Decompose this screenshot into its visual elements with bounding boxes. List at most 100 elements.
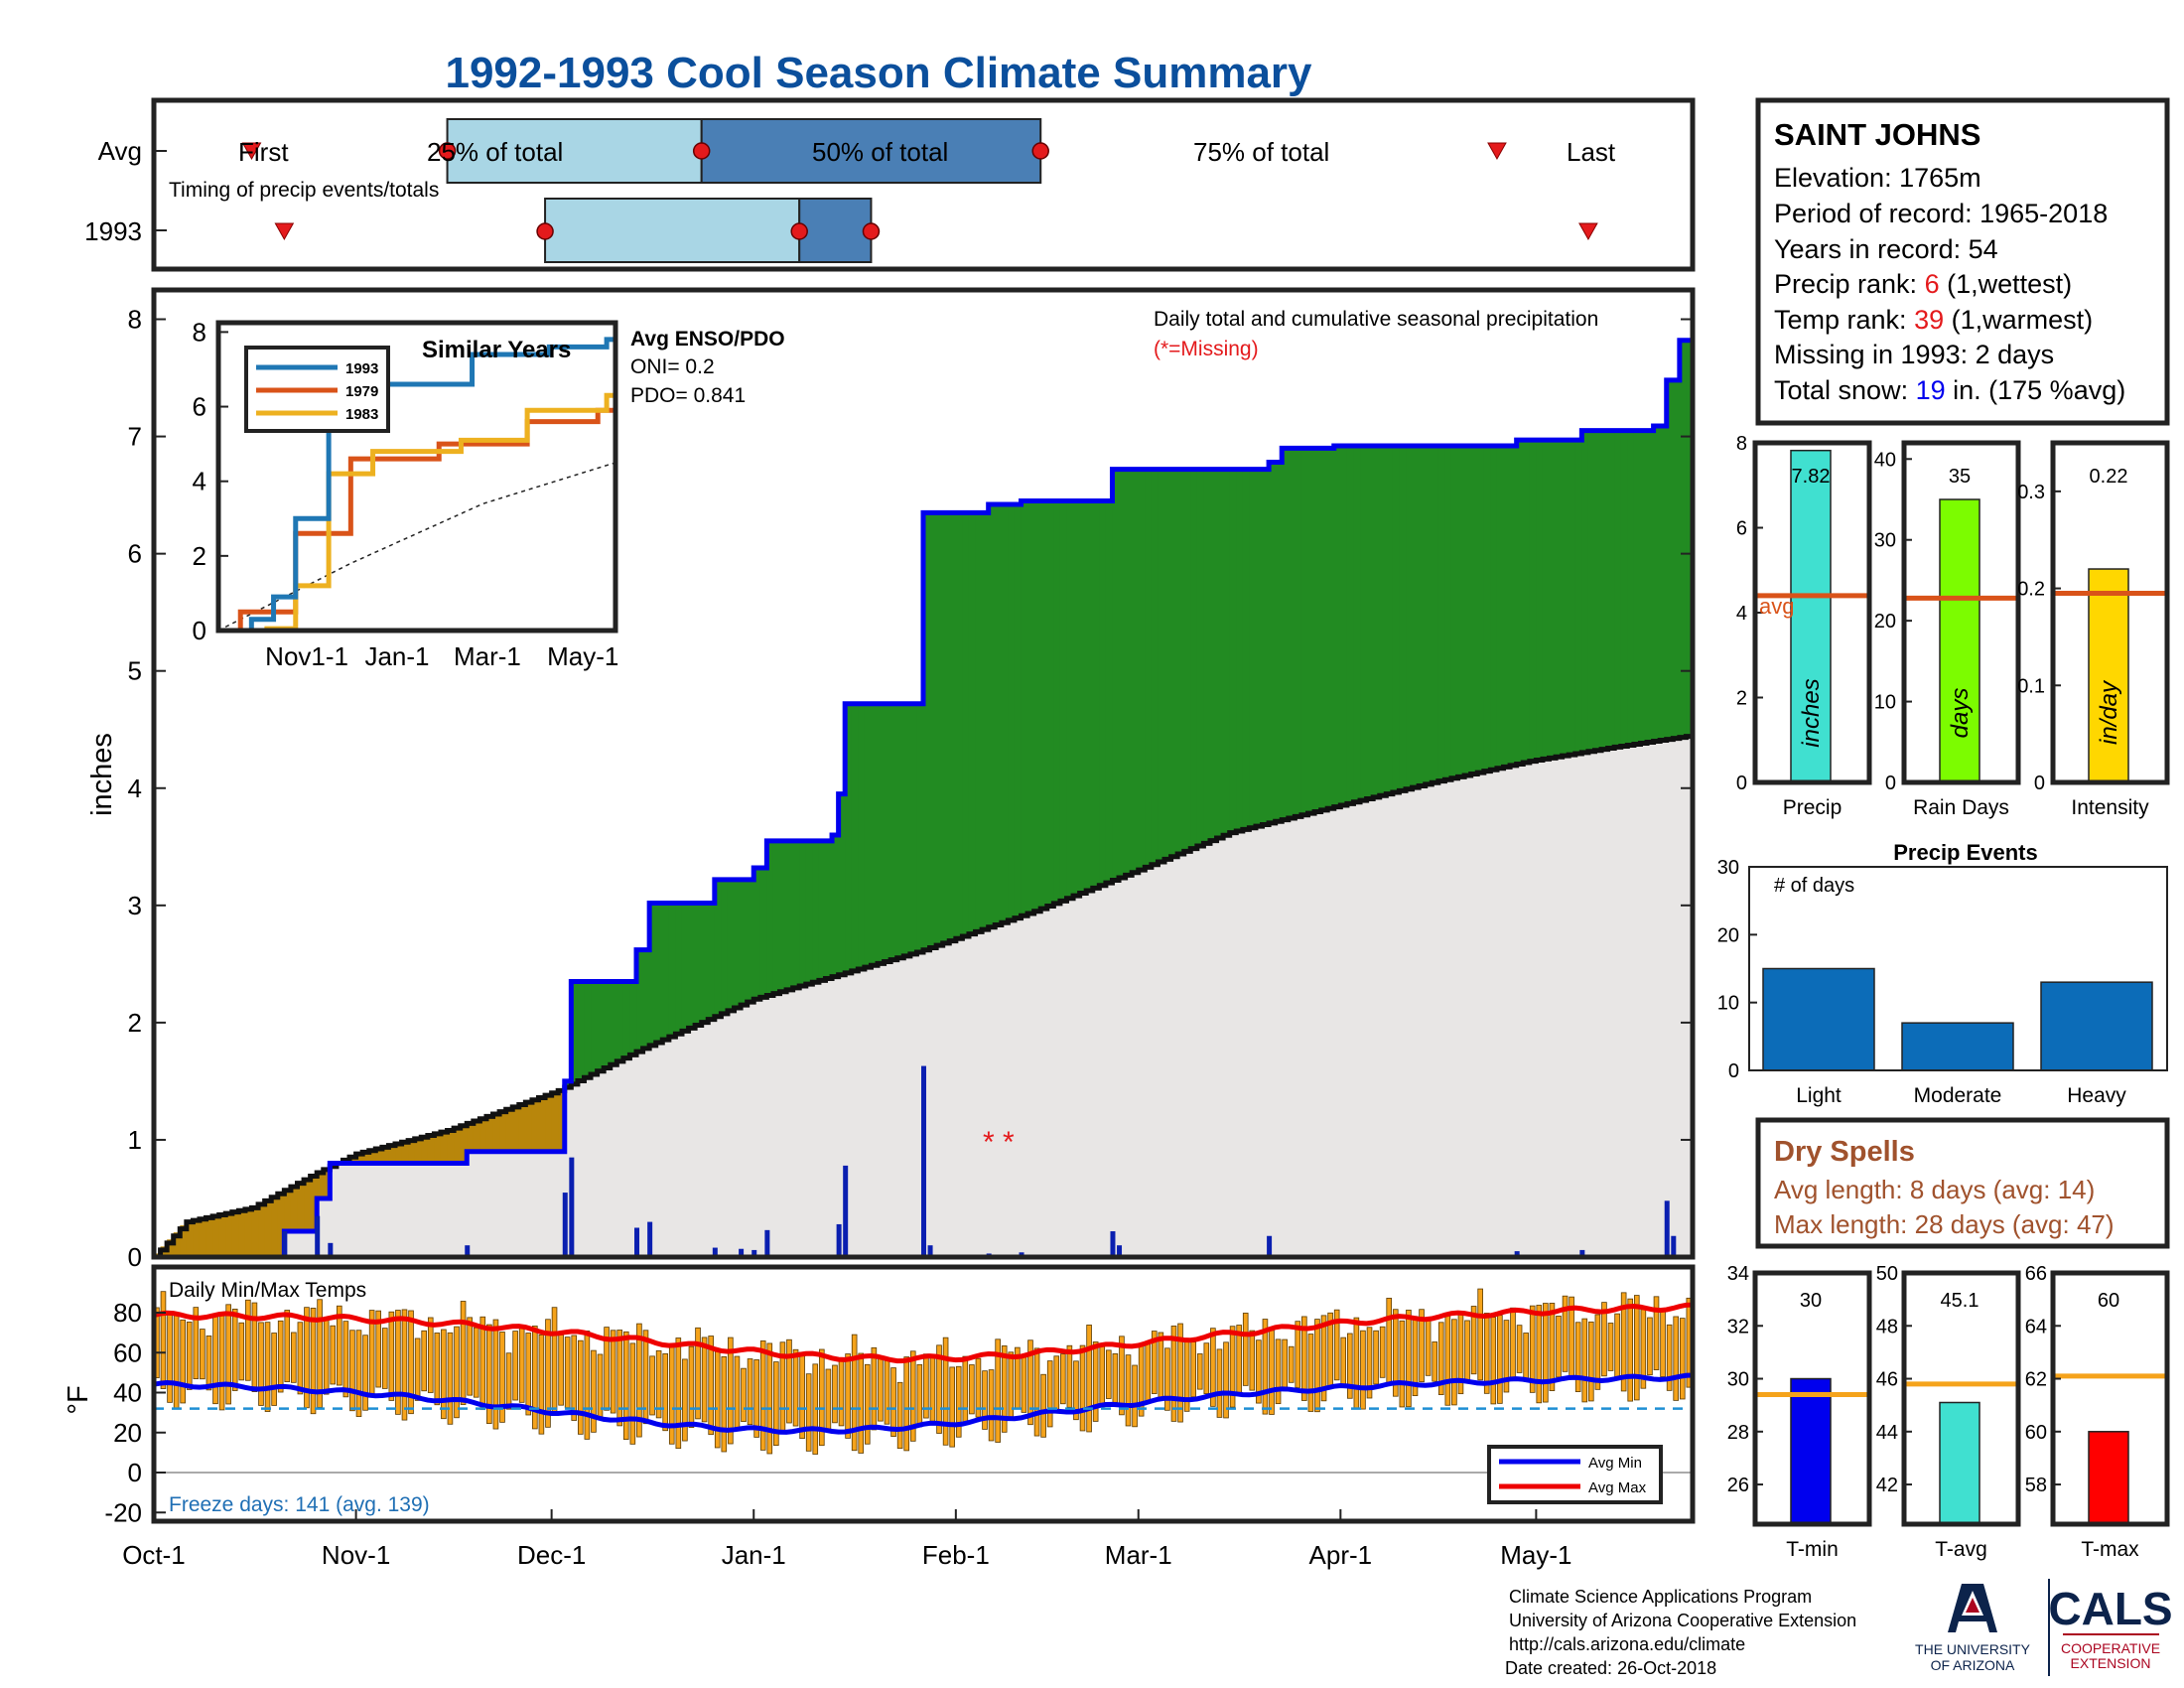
daily-precip-bar bbox=[1514, 1251, 1520, 1257]
below-average-fill bbox=[447, 1129, 455, 1164]
daily-temp-bar bbox=[167, 1311, 173, 1403]
small-unit-label: days bbox=[1947, 688, 1974, 739]
daily-temp-bar bbox=[486, 1324, 492, 1425]
below-average-fill bbox=[545, 1093, 553, 1152]
above-average-fill bbox=[1196, 469, 1205, 845]
precip-y-tick-label: 0 bbox=[128, 1242, 142, 1272]
inset-x-tick-label: Jan-1 bbox=[364, 641, 429, 671]
daily-temp-bar bbox=[1170, 1326, 1177, 1422]
below-average-fill bbox=[421, 1136, 429, 1164]
daily-temp-bar bbox=[962, 1355, 969, 1424]
daily-temp-bar bbox=[929, 1355, 936, 1422]
daily-temp-bar bbox=[538, 1334, 545, 1435]
daily-temp-bar bbox=[1210, 1328, 1216, 1407]
temp-frame bbox=[1901, 1270, 2021, 1527]
above-average-fill bbox=[610, 981, 617, 1063]
pdo-value: PDO= 0.841 bbox=[630, 384, 746, 407]
daily-temp-bar bbox=[1242, 1313, 1249, 1386]
daily-temp-bar bbox=[649, 1355, 655, 1416]
below-average-fill bbox=[290, 1185, 299, 1232]
temp-y-tick-label: 32 bbox=[1727, 1316, 1749, 1337]
above-average-fill bbox=[1412, 446, 1420, 787]
above-average-fill bbox=[1125, 469, 1133, 875]
daily-temp-bar bbox=[454, 1326, 460, 1419]
daily-temp-bar bbox=[642, 1330, 649, 1425]
above-average-fill bbox=[1105, 500, 1114, 882]
above-average-fill bbox=[995, 504, 1003, 924]
below-average-fill bbox=[167, 1239, 175, 1257]
small-chart-rain-days: 0 10 20 30 40 35 Rain Days days bbox=[1874, 440, 2021, 819]
above-average-fill bbox=[1477, 446, 1485, 773]
temp-chart-t-avg: 42 44 46 48 50 45.1 T-avg bbox=[1876, 1263, 2021, 1561]
small-y-tick-label: 0.2 bbox=[2017, 579, 2045, 601]
above-average-fill bbox=[1679, 340, 1688, 738]
below-average-fill bbox=[460, 1124, 468, 1164]
daily-note: Daily total and cumulative seasonal prec… bbox=[1154, 308, 1598, 331]
temp-y-tick-label: 64 bbox=[2025, 1316, 2047, 1337]
precip-rank-label: Precip rank: bbox=[1774, 269, 1925, 299]
above-average-fill bbox=[1594, 430, 1602, 751]
temps-y-tick-label: 60 bbox=[113, 1337, 142, 1367]
daily-temp-bar bbox=[1406, 1309, 1412, 1408]
above-average-fill bbox=[1556, 440, 1564, 757]
below-average-fill bbox=[297, 1181, 305, 1232]
temp-y-tick-label: 60 bbox=[2025, 1422, 2047, 1444]
daily-temp-bar bbox=[942, 1336, 949, 1446]
daily-temp-bar bbox=[1301, 1316, 1307, 1401]
above-average-fill bbox=[1236, 469, 1244, 831]
daily-temp-bar bbox=[545, 1319, 551, 1428]
below-average-fill bbox=[492, 1112, 500, 1152]
legend-label-1993: 1993 bbox=[345, 360, 378, 377]
above-average-fill bbox=[799, 840, 807, 986]
above-average-fill bbox=[1464, 446, 1472, 775]
daily-temp-bar bbox=[675, 1337, 682, 1450]
temp-value-label: 45.1 bbox=[1941, 1290, 1979, 1312]
above-average-fill bbox=[1653, 425, 1661, 742]
footer-line-2: University of Arizona Cooperative Extens… bbox=[1509, 1611, 1856, 1630]
daily-precip-bar bbox=[1267, 1235, 1273, 1257]
temps-y-tick-label: 80 bbox=[113, 1298, 142, 1328]
temp-bar bbox=[1939, 1401, 1980, 1525]
daily-temp-bar bbox=[1092, 1341, 1099, 1422]
above-average-fill bbox=[1432, 446, 1439, 782]
below-average-fill bbox=[180, 1225, 188, 1257]
daily-temp-bar bbox=[1307, 1334, 1314, 1412]
daily-temp-bar bbox=[218, 1314, 225, 1411]
below-average-fill bbox=[531, 1098, 540, 1152]
daily-temp-bar bbox=[1027, 1339, 1033, 1426]
above-average-fill bbox=[903, 703, 911, 955]
above-average-fill bbox=[1483, 446, 1491, 771]
below-average-fill bbox=[317, 1171, 325, 1198]
daily-temp-bar bbox=[1647, 1317, 1653, 1376]
precip-y-tick-label: 2 bbox=[128, 1008, 142, 1038]
daily-precip-bar bbox=[1664, 1200, 1670, 1257]
above-average-fill bbox=[1183, 469, 1191, 851]
above-average-fill bbox=[1262, 469, 1270, 824]
above-average-fill bbox=[1574, 440, 1582, 754]
above-average-fill bbox=[688, 903, 696, 1027]
station-info-box: SAINT JOHNS Elevation: 1765m Period of r… bbox=[1755, 97, 2170, 426]
below-average-fill bbox=[499, 1110, 507, 1152]
daily-precip-bar bbox=[843, 1165, 849, 1257]
daily-temp-bar bbox=[1562, 1295, 1569, 1372]
daily-temp-bar bbox=[1366, 1327, 1373, 1399]
daily-temp-bar bbox=[1523, 1333, 1529, 1380]
page-title: 1992-1993 Cool Season Climate Summary bbox=[445, 49, 1312, 97]
daily-temp-bar bbox=[180, 1319, 186, 1404]
below-average-fill bbox=[362, 1151, 370, 1164]
above-average-fill bbox=[1275, 462, 1283, 821]
above-average-fill bbox=[871, 703, 879, 965]
daily-temp-bar bbox=[1216, 1348, 1223, 1418]
above-average-fill bbox=[982, 512, 990, 928]
oni-value: ONI= 0.2 bbox=[630, 355, 715, 378]
daily-temp-bar bbox=[786, 1338, 792, 1424]
above-average-fill bbox=[681, 903, 690, 1030]
above-average-fill bbox=[1516, 440, 1524, 764]
daily-temp-bar bbox=[408, 1310, 414, 1415]
below-average-fill bbox=[186, 1220, 195, 1257]
above-average-fill bbox=[1145, 469, 1153, 867]
y1993-p75-marker bbox=[862, 222, 881, 240]
temp-rank-suffix: (1,warmest) bbox=[1944, 305, 2093, 335]
daily-precip-bar bbox=[562, 1193, 568, 1257]
above-average-fill bbox=[949, 512, 957, 940]
